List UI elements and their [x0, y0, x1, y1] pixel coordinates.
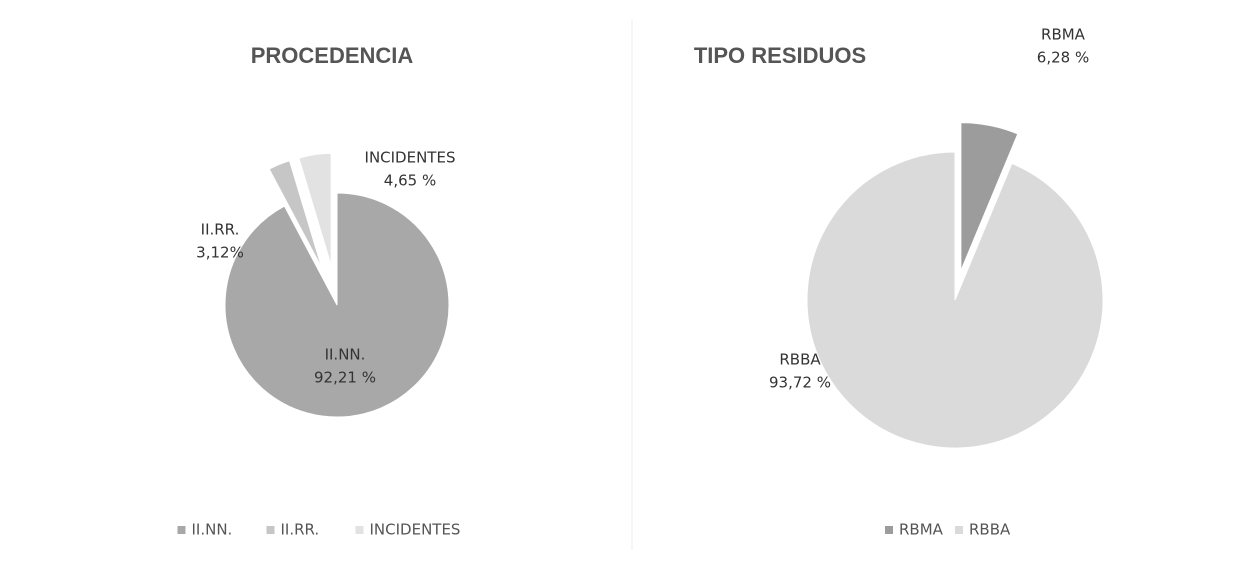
legend-label: RBBA [969, 521, 1011, 539]
pie-slice [268, 160, 323, 269]
data-label-name: II.NN. [325, 346, 366, 364]
data-label-value: 93,72 % [769, 374, 831, 392]
data-label-name: II.RR. [201, 221, 240, 239]
legend-swatch [177, 526, 186, 534]
data-label-value: 92,21 % [314, 369, 376, 387]
pie-slice [806, 151, 1104, 449]
pie-slice [298, 152, 332, 266]
pie-slice [224, 192, 450, 418]
legend-swatch [955, 526, 963, 534]
chart-title: TIPO RESIDUOS [694, 43, 866, 68]
data-label-value: 3,12% [196, 244, 244, 262]
legend-label: II.NN. [192, 521, 233, 539]
data-label-name: INCIDENTES [365, 149, 456, 167]
legend-label: II.RR. [281, 521, 320, 539]
pie-slice [960, 122, 1019, 271]
data-label-value: 4,65 % [384, 172, 436, 190]
legend-swatch [885, 526, 893, 534]
legend-label: RBMA [899, 521, 944, 539]
data-label-value: 6,28 % [1037, 49, 1089, 67]
legend-swatch [266, 526, 275, 534]
data-label-name: RBBA [779, 351, 821, 369]
legend-label: INCIDENTES [370, 521, 461, 539]
data-label-name: RBMA [1041, 26, 1086, 44]
chart-title: PROCEDENCIA [251, 43, 414, 68]
legend-swatch [355, 526, 364, 534]
